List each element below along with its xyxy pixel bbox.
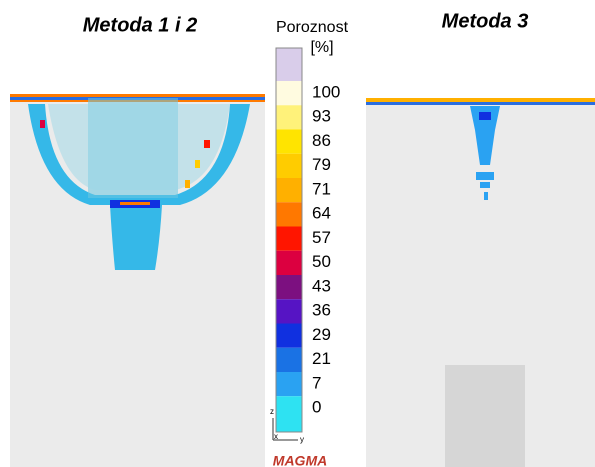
legend-swatch (276, 250, 302, 275)
legend-label: 43 (312, 276, 331, 295)
porosity-region (470, 106, 500, 165)
legend-swatch (276, 178, 302, 203)
legend-unit: [%] (310, 39, 333, 56)
legend-label: 79 (312, 155, 331, 174)
top-layer-core (366, 102, 595, 105)
spot (204, 140, 210, 148)
legend-swatch (276, 299, 302, 324)
inner-region (48, 104, 230, 190)
legend-label: 71 (312, 179, 331, 198)
panel-title: Metoda 1 i 2 (83, 14, 197, 36)
legend-swatch (276, 153, 302, 178)
panel-title: Metoda 3 (442, 10, 529, 32)
legend-swatch (276, 323, 302, 348)
legend-label: 86 (312, 131, 331, 150)
legend-swatch (276, 226, 302, 251)
legend-swatch (276, 48, 302, 81)
legend-label: 7 (312, 373, 321, 392)
axis-label: z (270, 407, 274, 416)
legend: 100 93 86 79 71 64 57 50 43 36 29 21 7 0 (275, 47, 340, 433)
cylinder (445, 365, 525, 467)
legend-swatch (276, 396, 302, 432)
axis-label: x (274, 432, 278, 441)
legend-swatch (276, 81, 302, 106)
legend-swatch (276, 347, 302, 372)
legend-label: 93 (312, 107, 331, 126)
legend-label: 36 (312, 301, 331, 320)
legend-title: Poroznost (276, 19, 349, 36)
neck-hot (120, 202, 150, 205)
axis-label: y (300, 435, 304, 444)
spot (476, 172, 494, 180)
porosity-shell (28, 104, 250, 270)
spot (40, 120, 45, 128)
legend-label: 64 (312, 204, 331, 223)
legend-swatch (276, 105, 302, 130)
legend-swatch (276, 202, 302, 227)
legend-label: 50 (312, 252, 331, 271)
logo: MAGMA (273, 453, 327, 467)
legend-swatch (276, 275, 302, 300)
top-layer (366, 98, 595, 104)
legend-swatch (276, 129, 302, 154)
spot (484, 192, 488, 200)
legend-label: 100 (312, 82, 340, 101)
spot (480, 182, 490, 188)
spot (195, 160, 200, 168)
legend-label: 57 (312, 228, 331, 247)
legend-swatch (276, 372, 302, 397)
legend-border (275, 47, 303, 433)
spot (185, 180, 190, 188)
legend-label: 21 (312, 349, 331, 368)
spot (479, 112, 491, 120)
legend-label: 0 (312, 398, 321, 417)
legend-label: 29 (312, 325, 331, 344)
